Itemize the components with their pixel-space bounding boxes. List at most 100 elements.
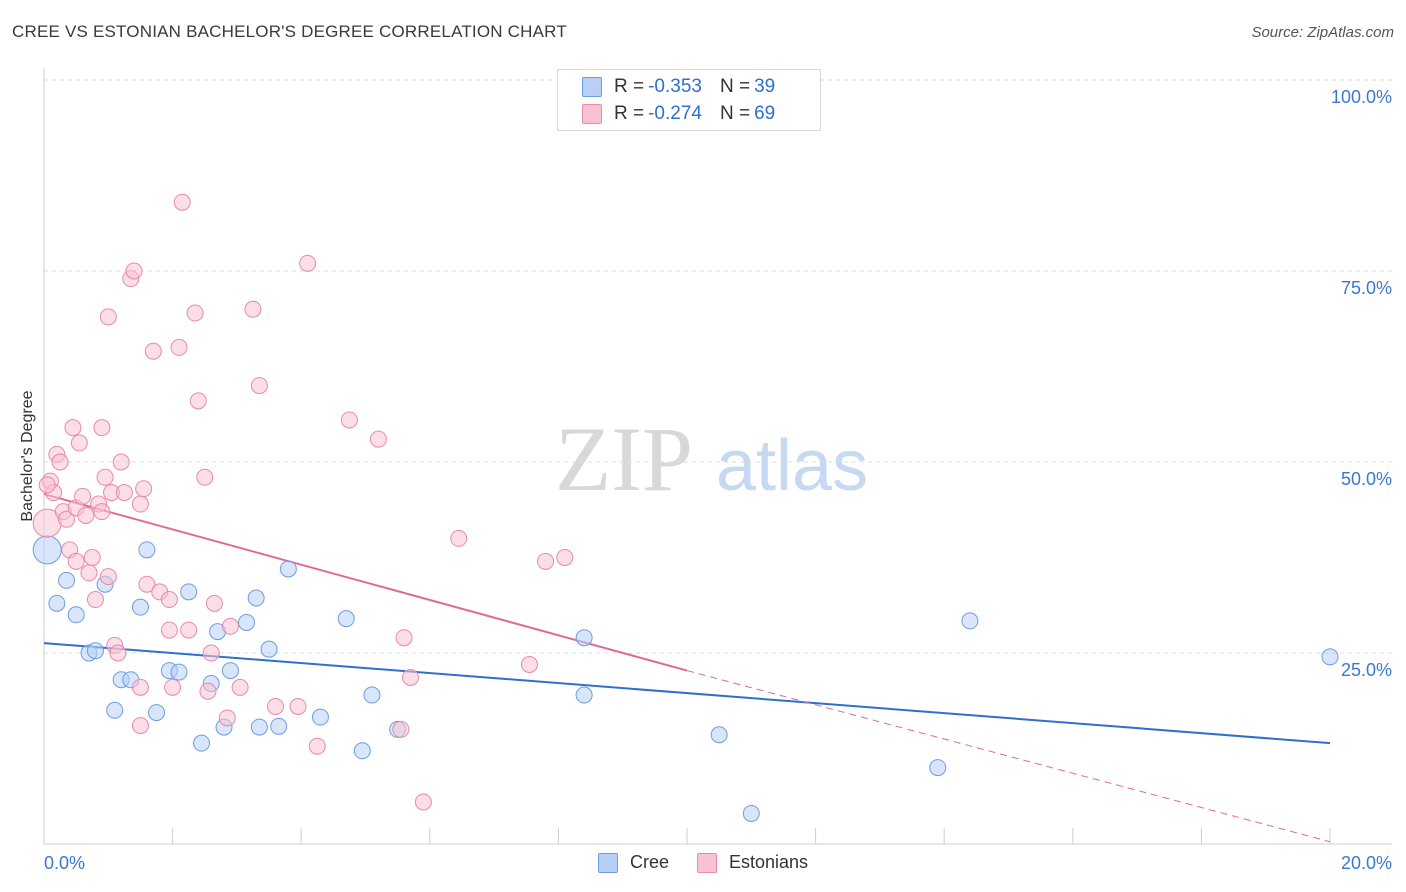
cree-point <box>710 726 728 744</box>
axes <box>43 68 1392 845</box>
series-legend-cree: Cree <box>597 852 669 873</box>
estonians-point <box>131 717 149 735</box>
estonians-point <box>131 495 149 513</box>
estonians-point <box>93 503 111 521</box>
cree-point <box>1321 648 1339 666</box>
series-label-cree: Cree <box>629 852 669 872</box>
estonians-point <box>125 262 143 280</box>
series-label-estonians: Estonians <box>728 852 809 872</box>
series-legend-estonians: Estonians <box>696 852 809 873</box>
estonians-point <box>64 419 82 437</box>
x-tick-label: 0.0% <box>44 853 85 873</box>
trendline-cree <box>43 642 1331 745</box>
cree-point <box>961 612 979 630</box>
correlation-legend: R = -0.353 N = 39 R = -0.274 N = 69 <box>557 69 821 131</box>
estonians-point <box>160 621 178 639</box>
estonians-point <box>70 434 88 452</box>
legend-r-value: -0.353 <box>648 76 702 97</box>
cree-point <box>575 629 593 647</box>
cree-point <box>106 701 124 719</box>
estonians-point <box>58 510 76 528</box>
estonians-point <box>83 549 101 566</box>
estonians-point <box>115 484 133 502</box>
estonians-point <box>96 468 114 486</box>
estonians-point <box>74 487 92 505</box>
estonians-point <box>414 793 432 811</box>
cree-point <box>742 804 760 822</box>
estonians-point <box>180 621 198 639</box>
estonians-point <box>221 617 239 635</box>
watermark-atlas: atlas <box>716 426 868 506</box>
y-axis-label: Bachelor's Degree <box>19 390 36 522</box>
cree-point <box>238 613 256 631</box>
estonians-point <box>99 308 117 326</box>
legend-row-cree: R = -0.353 N = 39 <box>582 74 775 100</box>
cree-point <box>353 742 371 760</box>
tick-labels: 25.0% 50.0% 75.0% 100.0% 0.0% 20.0% <box>44 87 1392 873</box>
estonians-point <box>170 338 188 356</box>
cree-point <box>337 610 355 628</box>
cree-point <box>575 686 593 704</box>
estonians-point <box>160 591 178 609</box>
cree-point <box>247 589 265 607</box>
estonians-point <box>189 392 207 410</box>
estonians-point <box>93 419 111 437</box>
cree-point <box>58 571 76 589</box>
data-points <box>32 193 1339 822</box>
cree-point <box>363 686 381 704</box>
gridlines <box>44 79 1392 654</box>
estonians-point <box>112 453 130 471</box>
estonians-point <box>556 549 574 566</box>
cree-point <box>148 704 166 722</box>
series-legend: Cree Estonians <box>0 852 1406 873</box>
watermark: ZIP atlas <box>555 408 868 510</box>
legend-r-label: R = <box>614 103 645 124</box>
legend-n-label: N = <box>719 76 751 97</box>
estonians-point <box>135 480 153 498</box>
watermark-zip: ZIP <box>555 408 693 510</box>
estonians-point <box>395 629 413 647</box>
estonians-point <box>244 300 262 318</box>
x-tick-label: 20.0% <box>1341 853 1392 873</box>
estonians-point <box>250 377 268 395</box>
cree-point <box>86 642 104 660</box>
estonians-point <box>164 678 182 696</box>
estonians-point <box>186 304 204 322</box>
estonians-point <box>369 430 387 448</box>
estonians-point <box>51 453 69 471</box>
estonians-point <box>340 411 358 429</box>
estonians-point <box>266 697 284 715</box>
legend-swatch-cree <box>582 77 602 97</box>
cree-point <box>250 718 268 736</box>
cree-point <box>221 662 239 680</box>
chart-title: CREE VS ESTONIAN BACHELOR'S DEGREE CORRE… <box>12 22 567 41</box>
legend-r-label: R = <box>614 76 645 97</box>
estonians-point <box>537 552 555 570</box>
cree-point <box>193 734 211 752</box>
legend-row-estonians: R = -0.274 N = 69 <box>582 101 775 127</box>
cree-point <box>180 583 198 601</box>
trendline-estonians-extrapolated <box>686 670 1331 843</box>
y-tick-label: 50.0% <box>1341 469 1392 489</box>
estonians-point <box>131 678 149 696</box>
cree-point <box>170 663 188 681</box>
estonians-point <box>109 644 127 662</box>
estonians-point <box>299 254 317 272</box>
estonians-point <box>231 678 249 696</box>
estonians-point <box>86 591 104 609</box>
estonians-point <box>199 682 217 700</box>
cree-point <box>48 594 66 612</box>
legend-n-label: N = <box>719 103 751 124</box>
legend-n-value: 69 <box>754 103 776 124</box>
estonians-point <box>173 193 191 211</box>
series-swatch-estonians <box>696 852 717 873</box>
estonians-point <box>308 737 326 755</box>
cree-point <box>270 717 288 735</box>
estonians-point <box>392 720 410 738</box>
legend-n-value: 39 <box>754 76 776 97</box>
cree-point <box>311 708 329 726</box>
estonians-point <box>99 568 117 586</box>
estonians-point <box>402 668 420 686</box>
series-swatch-cree <box>597 852 618 873</box>
